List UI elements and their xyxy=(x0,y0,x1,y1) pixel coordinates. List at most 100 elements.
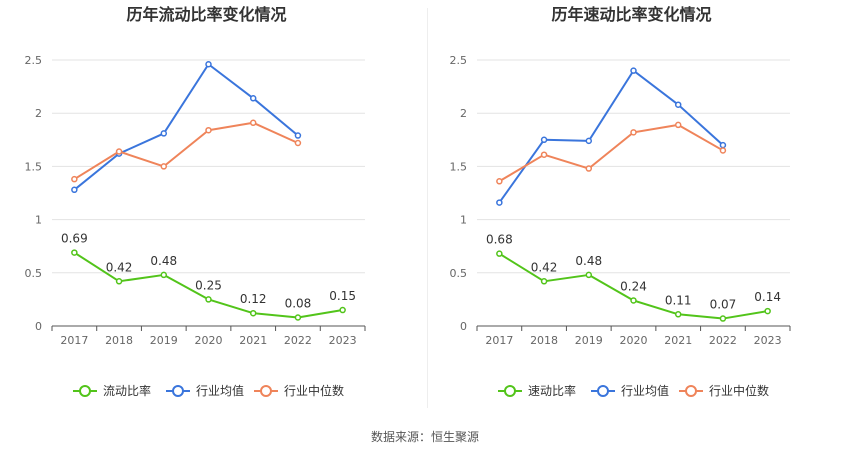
x-tick-label: 2023 xyxy=(754,334,782,347)
data-point[interactable] xyxy=(115,278,123,285)
current-ratio-chart: 历年流动比率变化情况 0 0.5 1 1.5 2 2.5 2017 2018 2019 2020 20… xyxy=(25,5,366,398)
x-tick-label: 2021 xyxy=(239,334,267,347)
x-tick-label: 2022 xyxy=(709,334,737,347)
data-point[interactable] xyxy=(496,178,503,185)
source-note: 数据来源：恒生聚源 xyxy=(370,430,479,444)
data-point[interactable] xyxy=(160,271,168,279)
data-point[interactable] xyxy=(115,148,123,155)
data-point[interactable] xyxy=(496,199,503,206)
y-tick-label: 2 xyxy=(35,107,42,120)
data-point[interactable] xyxy=(249,309,257,317)
data-label: 0.08 xyxy=(285,296,312,310)
chart-title: 历年流动比率变化情况 xyxy=(126,5,286,24)
y-tick-label: 0.5 xyxy=(25,267,43,280)
data-point[interactable] xyxy=(674,101,682,108)
data-point[interactable] xyxy=(205,126,212,134)
legend-label[interactable]: 行业中位数 xyxy=(284,383,344,398)
data-point[interactable] xyxy=(719,147,727,154)
data-point[interactable] xyxy=(674,311,682,318)
legend-label[interactable]: 行业中位数 xyxy=(709,383,769,398)
data-point[interactable] xyxy=(160,130,168,137)
data-label: 0.15 xyxy=(329,289,356,303)
x-tick-label: 2018 xyxy=(530,334,558,347)
data-point[interactable] xyxy=(540,278,548,285)
y-tick-label: 0 xyxy=(460,320,467,333)
data-point[interactable] xyxy=(585,165,593,172)
legend-marker xyxy=(504,385,516,397)
data-point[interactable] xyxy=(205,61,212,68)
data-point[interactable] xyxy=(764,307,771,315)
data-label: 0.24 xyxy=(620,279,647,293)
data-label: 0.25 xyxy=(195,278,222,292)
data-point[interactable] xyxy=(205,296,212,303)
data-point[interactable] xyxy=(160,163,168,170)
y-tick-label: 0 xyxy=(35,320,42,333)
y-tick-label: 1 xyxy=(35,214,42,227)
data-label: 0.07 xyxy=(710,298,737,312)
y-tick-label: 2.5 xyxy=(25,54,43,67)
data-point[interactable] xyxy=(540,151,548,158)
x-tick-label: 2023 xyxy=(329,334,357,347)
x-tick-label: 2017 xyxy=(485,334,513,347)
series-line xyxy=(73,63,299,191)
data-point[interactable] xyxy=(339,306,346,314)
x-tick-label: 2022 xyxy=(284,334,312,347)
data-point[interactable] xyxy=(294,132,302,139)
data-point[interactable] xyxy=(719,315,727,322)
data-label: 0.68 xyxy=(486,233,513,247)
data-point[interactable] xyxy=(585,271,593,279)
data-label: 0.42 xyxy=(106,260,133,274)
data-point[interactable] xyxy=(630,297,637,304)
data-point[interactable] xyxy=(630,129,637,136)
data-label: 0.14 xyxy=(754,290,781,304)
data-point[interactable] xyxy=(71,175,78,183)
legend-label[interactable]: 行业均值 xyxy=(196,383,244,398)
quick-ratio-chart: 历年速动比率变化情况 0 0.5 1 1.5 2 2.5 2017 2018 2019 2020 20… xyxy=(450,5,791,398)
data-label: 0.42 xyxy=(531,260,558,274)
data-point[interactable] xyxy=(719,141,727,149)
legend-marker xyxy=(685,385,697,397)
data-label: 0.48 xyxy=(575,254,602,268)
data-label: 0.48 xyxy=(150,254,177,268)
x-tick-label: 2017 xyxy=(60,334,88,347)
y-tick-label: 2.5 xyxy=(450,54,468,67)
y-tick-label: 2 xyxy=(460,107,467,120)
data-point[interactable] xyxy=(71,249,78,256)
x-tick-label: 2021 xyxy=(664,334,692,347)
legend-marker xyxy=(172,385,184,397)
chart-divider xyxy=(427,8,428,408)
data-point[interactable] xyxy=(294,139,302,147)
data-label: 0.11 xyxy=(665,293,692,307)
data-point[interactable] xyxy=(249,95,257,102)
legend-label[interactable]: 速动比率 xyxy=(528,383,576,398)
data-point[interactable] xyxy=(585,137,593,145)
series-line xyxy=(73,121,299,181)
x-tick-label: 2020 xyxy=(195,334,223,347)
y-tick-label: 1 xyxy=(460,214,467,227)
data-point[interactable] xyxy=(540,136,548,144)
legend-marker xyxy=(79,385,91,397)
data-point[interactable] xyxy=(249,119,257,127)
legend-label[interactable]: 行业均值 xyxy=(621,383,669,398)
legend-label[interactable]: 流动比率 xyxy=(103,383,151,398)
chart-title: 历年速动比率变化情况 xyxy=(551,5,711,24)
legend-marker xyxy=(597,385,609,397)
x-tick-label: 2019 xyxy=(150,334,178,347)
data-point[interactable] xyxy=(674,121,682,129)
y-tick-label: 1.5 xyxy=(25,160,43,173)
legend-marker xyxy=(260,385,272,397)
data-label: 0.69 xyxy=(61,232,88,246)
data-point[interactable] xyxy=(71,186,78,194)
x-tick-label: 2019 xyxy=(575,334,603,347)
data-label: 0.12 xyxy=(240,292,267,306)
series-line xyxy=(498,69,724,204)
y-tick-label: 1.5 xyxy=(450,160,468,173)
x-tick-label: 2020 xyxy=(620,334,648,347)
data-point[interactable] xyxy=(496,250,503,257)
series-line xyxy=(498,123,724,183)
data-point[interactable] xyxy=(294,314,302,321)
x-tick-label: 2018 xyxy=(105,334,133,347)
y-tick-label: 0.5 xyxy=(450,267,468,280)
data-point[interactable] xyxy=(630,67,637,74)
